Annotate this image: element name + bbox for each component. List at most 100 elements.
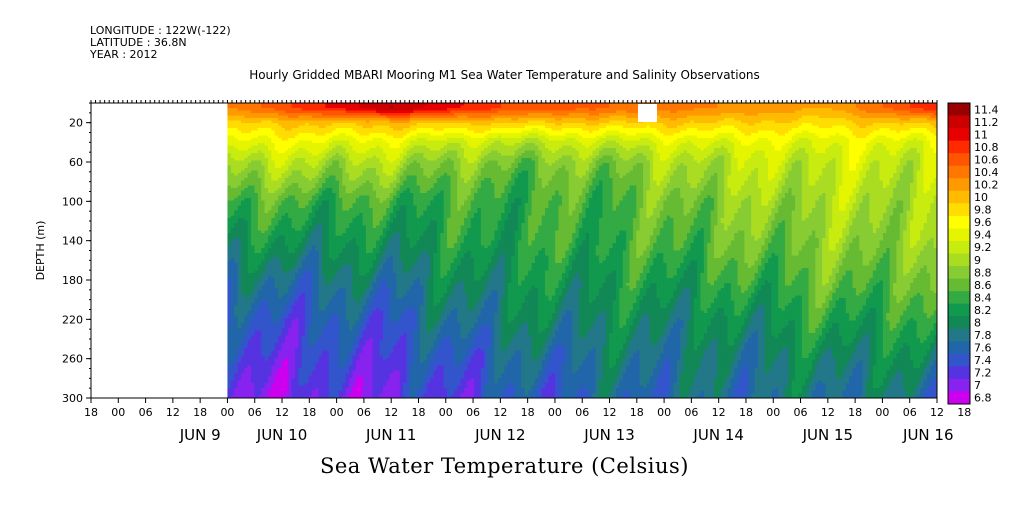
contour-cell (281, 173, 286, 177)
contour-cell (318, 230, 323, 234)
contour-cell (291, 213, 296, 217)
contour-cell (271, 253, 276, 257)
contour-cell (311, 370, 316, 374)
contour-cell (288, 133, 293, 137)
contour-cell (271, 123, 276, 127)
contour-cell (295, 175, 300, 179)
contour-cell (301, 188, 306, 192)
contour-cell (295, 303, 300, 307)
contour-cell (308, 120, 313, 124)
contour-cell (274, 208, 279, 212)
contour-cell (295, 168, 300, 172)
contour-cell (227, 278, 232, 282)
contour-cell (305, 160, 310, 164)
contour-cell (261, 333, 266, 337)
contour-cell (278, 253, 283, 257)
contour-cell (281, 353, 286, 357)
contour-cell (247, 153, 252, 157)
contour-cell (244, 348, 249, 352)
contour-cell (284, 128, 289, 132)
contour-cell (278, 373, 283, 377)
contour-cell (298, 385, 303, 389)
contour-cell (295, 148, 300, 152)
contour-cell (295, 313, 300, 317)
contour-cell (311, 360, 316, 364)
contour-cell (230, 233, 235, 237)
contour-cell (261, 143, 266, 147)
contour-cell (291, 223, 296, 227)
contour-cell (308, 350, 313, 354)
contour-cell (261, 348, 266, 352)
contour-cell (322, 195, 327, 199)
contour-cell (271, 230, 276, 234)
contour-cell (271, 165, 276, 169)
contour-cell (274, 363, 279, 367)
contour-cell (251, 325, 256, 329)
contour-cell (247, 145, 252, 149)
contour-cell (278, 225, 283, 229)
contour-cell (274, 103, 279, 107)
contour-cell (278, 238, 283, 242)
contour-cell (291, 235, 296, 239)
contour-cell (305, 343, 310, 347)
contour-cell (301, 338, 306, 342)
contour-cell (244, 253, 249, 257)
contour-cell (271, 330, 276, 334)
contour-cell (308, 193, 313, 197)
contour-cell (291, 198, 296, 202)
contour-cell (237, 225, 242, 229)
contour-cell (308, 235, 313, 239)
contour-cell (274, 288, 279, 292)
contour-cell (251, 278, 256, 282)
contour-cell (230, 325, 235, 329)
contour-cell (237, 173, 242, 177)
contour-cell (257, 218, 262, 222)
contour-cell (311, 153, 316, 157)
contour-cell (284, 205, 289, 209)
contour-cell (322, 313, 327, 317)
contour-cell (227, 215, 232, 219)
contour-cell (318, 273, 323, 277)
contour-cell (227, 168, 232, 172)
contour-cell (264, 233, 269, 237)
contour-cell (305, 353, 310, 357)
contour-cell (284, 285, 289, 289)
contour-cell (284, 268, 289, 272)
contour-cell (240, 105, 245, 109)
contour-cell (322, 168, 327, 172)
contour-cell (301, 395, 306, 398)
contour-cell (257, 148, 262, 152)
contour-cell (237, 263, 242, 267)
contour-cell (261, 240, 266, 244)
contour-cell (230, 238, 235, 242)
contour-cell (227, 290, 232, 294)
contour-cell (244, 295, 249, 299)
contour-cell (291, 310, 296, 314)
contour-cell (271, 133, 276, 137)
contour-cell (268, 238, 272, 242)
contour-cell (240, 383, 245, 387)
contour-cell (311, 233, 316, 237)
contour-cell (244, 103, 249, 107)
contour-cell (291, 345, 296, 349)
contour-cell (318, 218, 323, 222)
contour-cell (301, 363, 306, 367)
contour-cell (315, 108, 320, 112)
contour-cell (305, 383, 310, 387)
contour-cell (261, 213, 266, 217)
contour-cell (298, 290, 303, 294)
contour-cell (311, 238, 316, 242)
contour-cell (274, 223, 279, 227)
contour-cell (318, 315, 323, 319)
contour-cell (315, 333, 320, 337)
contour-cell (254, 265, 259, 269)
contour-cell (264, 158, 269, 162)
contour-cell (284, 150, 289, 154)
contour-cell (308, 368, 313, 372)
contour-cell (240, 335, 245, 339)
contour-cell (281, 243, 286, 247)
contour-cell (244, 133, 249, 137)
contour-cell (295, 365, 300, 369)
contour-cell (295, 138, 300, 142)
contour-cell (251, 328, 256, 332)
